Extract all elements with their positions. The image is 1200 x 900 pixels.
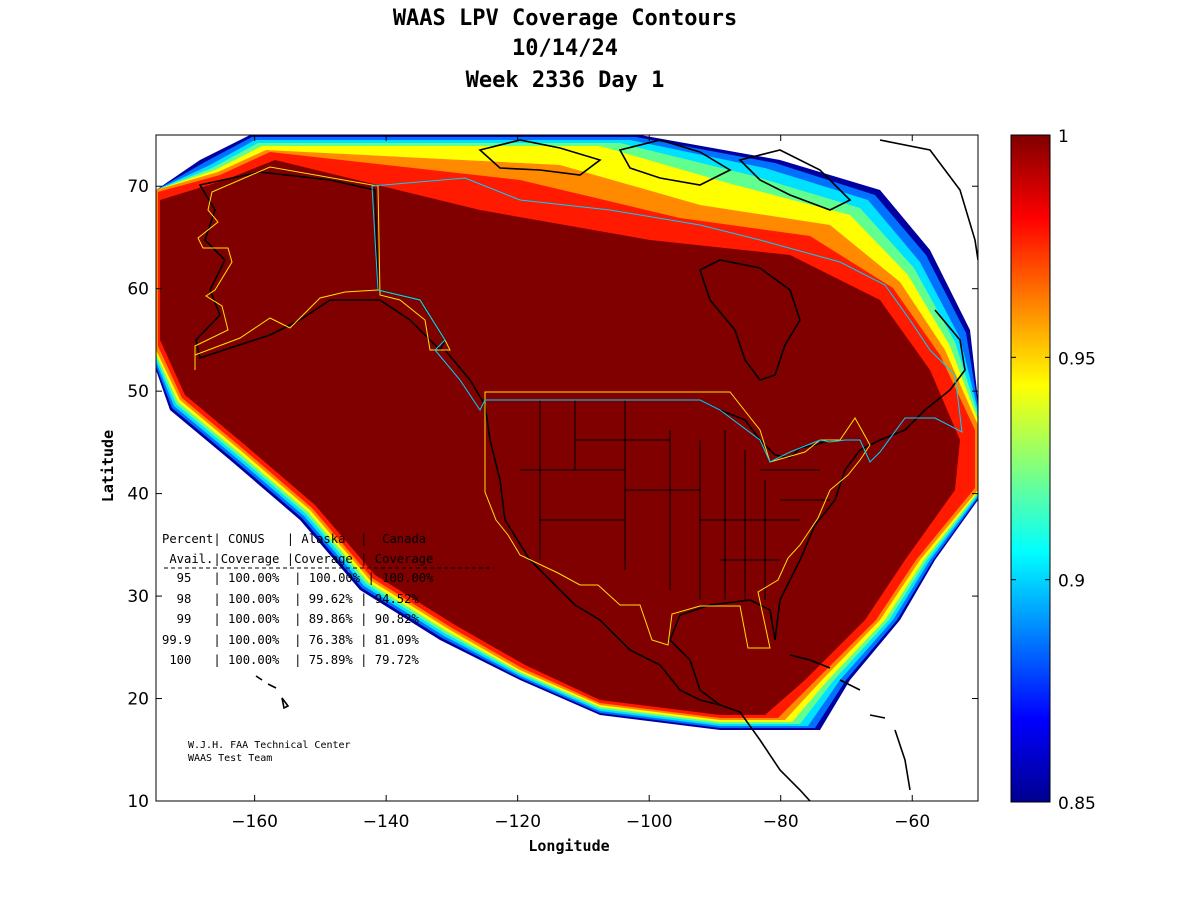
colorbar-tick-label: 0.9	[1058, 572, 1085, 592]
table-header-1: Percent| CONUS | Alaska | Canada	[162, 532, 426, 546]
hawaii-islands	[255, 675, 290, 710]
plot-frame	[155, 134, 979, 802]
table-row: 99.9 | 100.00% | 76.38% | 81.09%	[162, 633, 419, 647]
arctic-islands-1	[478, 139, 602, 176]
coverage-contours	[156, 135, 978, 730]
x-tick-label: −60	[894, 812, 930, 832]
colorbar-tick-label: 1	[1058, 127, 1069, 147]
x-tick-label: −120	[494, 812, 541, 832]
x-tick-label: −140	[363, 812, 410, 832]
conus-service-outline	[484, 391, 871, 649]
chart-title-date: 10/14/24	[512, 36, 618, 61]
table-row: 98 | 100.00% | 99.62% | 94.52%	[162, 592, 419, 606]
chart-title-line-1: WAAS LPV Coverage Contours	[392, 6, 738, 31]
table-row: 100 | 100.00% | 75.89% | 79.72%	[162, 653, 419, 667]
greenland-coast	[879, 139, 978, 261]
chart-title-week-day: Week 2336 Day 1	[465, 68, 665, 93]
x-axis-label: Longitude	[528, 837, 609, 855]
caribbean-islands	[789, 654, 911, 791]
y-tick-label: 10	[127, 792, 149, 812]
central-america	[719, 704, 811, 801]
colorbar-ticks: 1 0.95 0.9 0.85	[1011, 127, 1096, 814]
y-tick-label: 40	[127, 485, 149, 505]
x-tick-label: −100	[626, 812, 673, 832]
arctic-islands-3	[738, 149, 852, 211]
alaska-service-outline	[194, 166, 451, 370]
credit-line-2: WAAS Test Team	[188, 753, 272, 764]
y-tick-label: 50	[127, 382, 149, 402]
table-row: 95 | 100.00% | 100.00% | 100.00%	[162, 571, 434, 585]
colorbar-tick-label: 0.95	[1058, 349, 1096, 369]
table-row: 99 | 100.00% | 89.86% | 90.82%	[162, 612, 419, 626]
alaska-coastline	[195, 171, 446, 360]
y-tick-label: 60	[127, 280, 149, 300]
axes: −160 −140 −120 −100 −80 −60 10 20 30 40 50 60 70	[127, 135, 978, 832]
na-west-coast	[444, 349, 721, 706]
arctic-islands-2	[618, 139, 732, 186]
credit-line-1: W.J.H. FAA Technical Center	[188, 740, 351, 751]
y-tick-label: 20	[127, 690, 149, 710]
canada-service-outline	[371, 177, 963, 463]
hudson-bay	[699, 259, 801, 381]
y-tick-label: 30	[127, 587, 149, 607]
x-tick-label: −160	[231, 812, 278, 832]
x-tick-label: −80	[763, 812, 799, 832]
gulf-coast	[669, 599, 776, 706]
colorbar	[1010, 134, 1051, 803]
state-grid	[520, 400, 830, 600]
coverage-table: Percent| CONUS | Alaska | Canada Avail.|…	[162, 532, 494, 667]
coverage-band-100	[160, 160, 960, 715]
region-outlines	[194, 166, 963, 649]
y-tick-label: 70	[127, 177, 149, 197]
table-header-2: Avail.|Coverage |Coverage | Coverage	[162, 552, 434, 566]
colorbar-tick-label: 0.85	[1058, 794, 1096, 814]
y-axis-label: Latitude	[99, 430, 117, 502]
